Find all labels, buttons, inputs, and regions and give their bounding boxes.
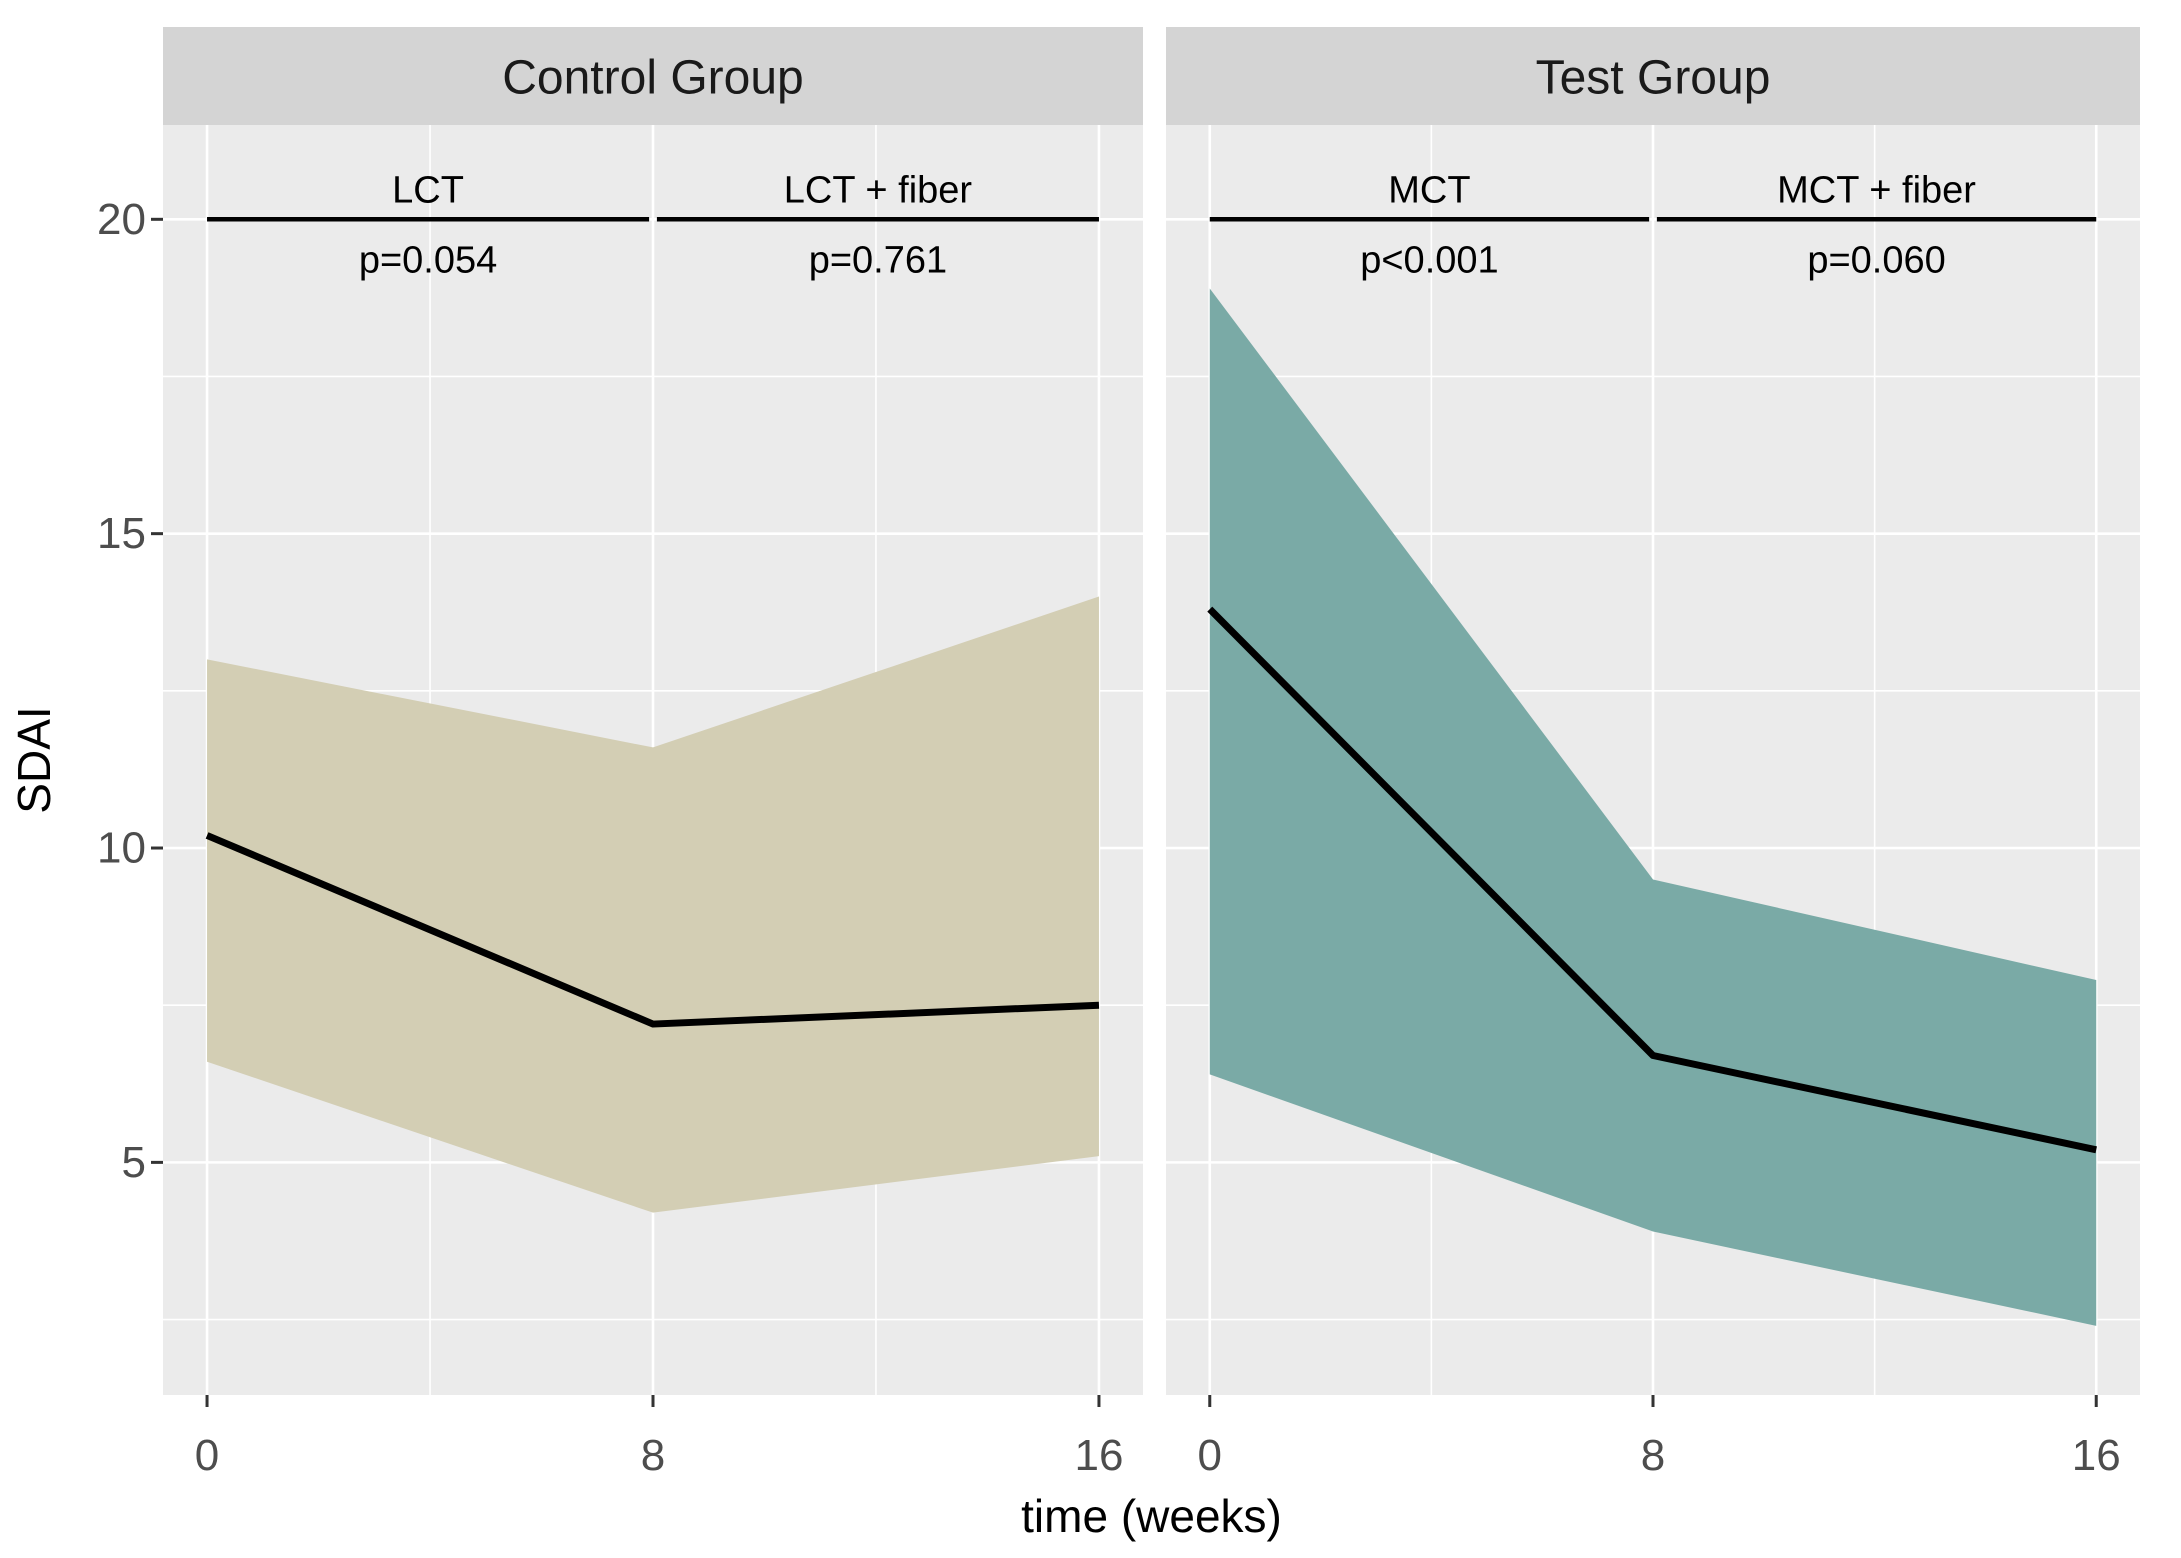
comparison-label: LCT: [392, 169, 464, 211]
x-tick-label: 0: [195, 1431, 219, 1480]
y-tick-label: 20: [97, 195, 146, 244]
facet-strip-label: Control Group: [502, 51, 803, 104]
x-tick-label: 8: [1641, 1431, 1665, 1480]
y-tick-label: 5: [122, 1138, 146, 1187]
facet-strip-label: Test Group: [1536, 51, 1771, 104]
y-axis-title: SDAI: [8, 706, 60, 813]
comparison-label: MCT + fiber: [1777, 169, 1976, 211]
comparison-label: MCT: [1388, 169, 1470, 211]
mean-line: [1207, 606, 2097, 1154]
x-tick-label: 16: [1074, 1431, 1123, 1480]
comparison-p-value: p=0.761: [809, 239, 947, 281]
x-axis-title: time (weeks): [1021, 1490, 1282, 1542]
confidence-ribbon: [1209, 288, 2097, 1326]
y-tick-label: 10: [97, 824, 146, 873]
confidence-ribbon: [207, 596, 1099, 1213]
comparison-label: LCT + fiber: [784, 169, 973, 211]
facet-strip: [1166, 27, 2140, 125]
comparison-p-value: p=0.054: [359, 239, 497, 281]
comparison-p-value: p<0.001: [1360, 239, 1498, 281]
facet-strip: [163, 27, 1143, 125]
x-tick-label: 16: [2072, 1431, 2121, 1480]
mean-line: [205, 832, 1100, 1028]
x-tick-label: 0: [1198, 1431, 1222, 1480]
comparison-p-value: p=0.060: [1807, 239, 1945, 281]
x-tick-label: 8: [641, 1431, 665, 1480]
y-tick-label: 15: [97, 509, 146, 558]
